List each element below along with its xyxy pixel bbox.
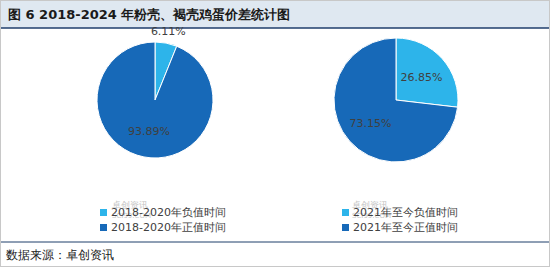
data-label: 93.89%	[128, 125, 170, 138]
legend-swatch	[342, 224, 349, 231]
data-label: 26.85%	[400, 71, 442, 84]
pie-chart: 卓创资讯SCI99.COM26.85%73.15%2021年至今负值时间2021…	[334, 38, 458, 234]
title-bar	[1, 1, 549, 28]
legend-label: 2018-2020年正值时间	[111, 221, 226, 234]
legend-swatch	[342, 209, 349, 216]
legend-swatch	[100, 224, 107, 231]
pie-chart: 卓创资讯SCI99.COM6.11%93.89%2018-2020年负值时间20…	[97, 25, 226, 234]
title-rule	[1, 27, 549, 29]
pie-slice	[396, 38, 458, 107]
source: 数据来源：卓创资讯	[6, 248, 114, 262]
title: 图 6 2018-2024 年粉壳、褐壳鸡蛋价差统计图	[8, 7, 290, 22]
pie-slice	[334, 38, 458, 162]
legend-swatch	[100, 209, 107, 216]
frame	[1, 1, 550, 267]
legend-label: 2018-2020年负值时间	[111, 206, 226, 219]
legend-label: 2021年至今正值时间	[353, 221, 458, 234]
pie-slice	[97, 42, 213, 158]
footer-rule	[1, 242, 549, 243]
data-label: 73.15%	[350, 117, 392, 130]
data-label: 6.11%	[151, 25, 186, 38]
legend-label: 2021年至今负值时间	[353, 206, 458, 219]
